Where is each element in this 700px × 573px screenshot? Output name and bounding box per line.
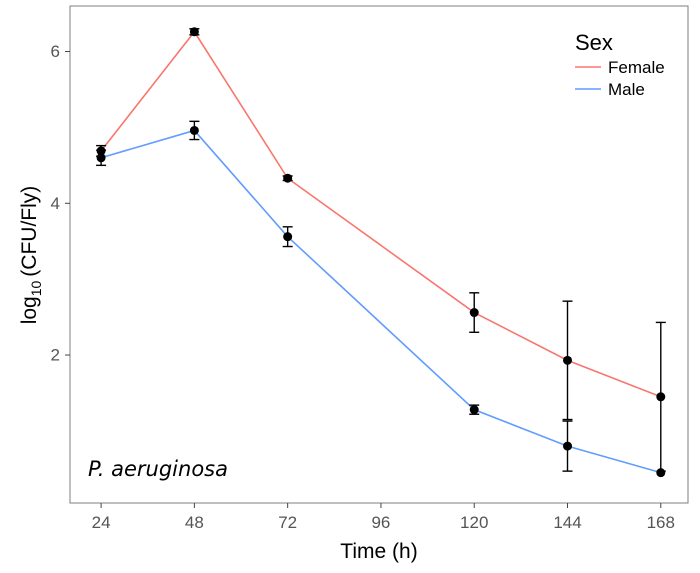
x-tick-label: 48	[185, 513, 204, 532]
data-point-male	[189, 125, 199, 135]
x-tick-label: 72	[278, 513, 297, 532]
y-tick-label: 6	[51, 42, 60, 61]
x-tick-label: 144	[553, 513, 581, 532]
y-tick-label: 2	[51, 346, 60, 365]
x-tick-label: 168	[647, 513, 675, 532]
y-axis-title: log10 (CFU/Fly)	[18, 186, 44, 325]
y-axis: 2 4 6	[51, 42, 70, 365]
legend: Sex Female Male	[575, 30, 665, 99]
x-tick-label: 120	[460, 513, 488, 532]
legend-label-male: Male	[608, 80, 645, 99]
data-point-male	[469, 405, 479, 415]
series-layer	[96, 27, 666, 478]
data-point-female	[189, 27, 199, 37]
series-line-male	[100, 129, 662, 474]
x-axis-title: Time (h)	[340, 540, 417, 563]
y-tick-label: 4	[51, 194, 60, 213]
series-line-female	[100, 30, 662, 398]
data-point-female	[283, 173, 293, 183]
y-axis-title-unit: (CFU/Fly)	[18, 186, 41, 277]
data-point-male	[656, 468, 666, 478]
data-point-male	[563, 441, 573, 451]
organism-annotation: P. aeruginosa	[88, 457, 228, 481]
legend-title: Sex	[575, 30, 613, 55]
data-point-female	[469, 308, 479, 318]
data-point-female	[656, 392, 666, 402]
data-point-male	[283, 232, 293, 242]
plot-panel	[69, 5, 689, 504]
data-point-female	[563, 355, 573, 365]
data-point-male	[96, 153, 106, 163]
x-tick-label: 24	[92, 513, 111, 532]
series-male	[96, 120, 666, 478]
x-tick-label: 96	[371, 513, 390, 532]
y-axis-title-subscript: 10	[28, 280, 44, 296]
y-axis-title-log: log	[18, 296, 41, 324]
x-axis: 24 48 72 96 120 144 168	[92, 503, 675, 532]
legend-label-female: Female	[608, 58, 665, 77]
